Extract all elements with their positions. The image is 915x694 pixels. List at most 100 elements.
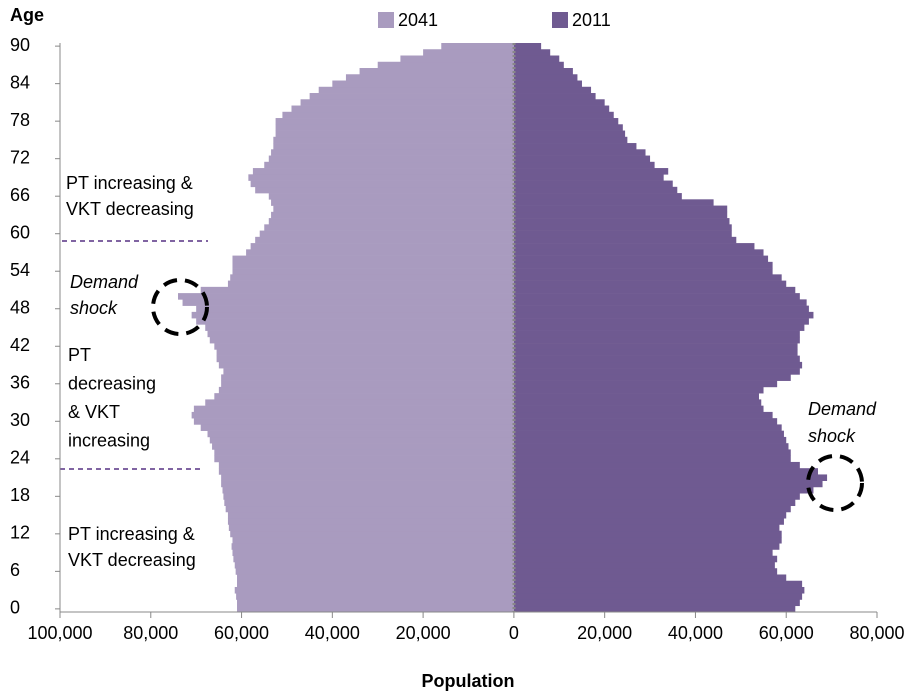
bar	[513, 111, 614, 119]
bar	[400, 55, 514, 63]
bar	[513, 543, 780, 550]
bar	[513, 343, 798, 350]
bar	[377, 61, 514, 69]
y-tick-label: 30	[10, 410, 30, 430]
bar	[214, 449, 514, 456]
bar	[255, 236, 514, 244]
y-tick-label: 24	[10, 448, 30, 468]
bar	[513, 286, 796, 294]
x-tick-label: 80,000	[849, 623, 904, 643]
y-tick-label: 48	[10, 297, 30, 317]
y-tick-label: 90	[10, 35, 30, 55]
bar	[513, 305, 809, 313]
bar	[236, 593, 514, 600]
bar	[218, 468, 514, 475]
bar	[227, 511, 514, 519]
x-tick-label: 20,000	[396, 623, 451, 643]
bar	[273, 143, 514, 150]
bar	[221, 374, 514, 381]
bar	[513, 443, 789, 450]
bar	[513, 561, 775, 569]
bar	[232, 255, 514, 263]
bar	[513, 293, 800, 300]
bar	[232, 549, 514, 557]
x-tick-label: 60,000	[214, 623, 269, 643]
bar	[513, 449, 791, 456]
bar	[271, 199, 514, 206]
bar	[513, 411, 773, 419]
legend-label: 2011	[572, 10, 611, 30]
bar	[193, 418, 514, 425]
bar	[513, 574, 787, 582]
bar	[205, 399, 514, 406]
bar	[178, 293, 514, 300]
bar	[246, 249, 514, 256]
bar	[273, 136, 514, 144]
bar	[513, 186, 678, 194]
x-tick-label: 60,000	[759, 623, 814, 643]
annotation: VKT decreasing	[68, 550, 196, 570]
bar	[275, 124, 514, 131]
annotation: PT increasing &	[66, 173, 193, 193]
bar	[513, 511, 787, 519]
bar	[223, 368, 514, 375]
bar	[513, 405, 764, 413]
y-tick-label: 12	[10, 523, 30, 543]
bar	[513, 324, 805, 331]
annotation: Demand	[808, 399, 877, 419]
bar	[513, 580, 803, 588]
bar	[513, 86, 592, 94]
bar	[332, 80, 514, 88]
bar	[207, 330, 514, 338]
bar	[513, 599, 800, 607]
bar	[223, 493, 514, 500]
bar	[275, 118, 514, 125]
bar	[513, 55, 560, 63]
bar	[225, 505, 514, 513]
bar	[513, 174, 664, 181]
bar	[513, 149, 646, 156]
bar	[273, 205, 514, 213]
bar	[513, 380, 778, 388]
bar	[513, 243, 755, 250]
bar	[513, 230, 732, 238]
bar	[207, 430, 514, 438]
bar	[513, 268, 773, 275]
bar	[309, 93, 514, 100]
y-tick-label: 60	[10, 222, 30, 242]
x-tick-label: 20,000	[577, 623, 632, 643]
y-tick-label: 6	[10, 560, 20, 580]
annotation: decreasing	[68, 373, 156, 393]
bar	[513, 318, 809, 325]
bar	[182, 299, 514, 306]
bar	[218, 386, 514, 394]
bar	[513, 455, 791, 463]
bar	[230, 274, 514, 281]
annotation: PT	[68, 345, 91, 365]
bar	[513, 468, 818, 475]
bar	[513, 605, 796, 613]
legend-label: 2041	[398, 10, 438, 30]
bar	[209, 436, 514, 444]
annotation: PT increasing &	[68, 524, 195, 544]
y-tick-label: 0	[10, 598, 20, 618]
bar	[252, 168, 514, 175]
shock-circle	[151, 278, 209, 336]
bar	[513, 555, 778, 563]
bar	[264, 161, 514, 169]
bar	[264, 224, 514, 231]
bar	[513, 330, 800, 338]
bar	[513, 336, 800, 344]
annotation: & VKT	[68, 402, 120, 422]
bar	[513, 311, 814, 319]
legend-swatch	[378, 12, 394, 28]
bar	[268, 155, 514, 163]
bar	[228, 524, 514, 532]
y-tick-label: 18	[10, 485, 30, 505]
bar	[513, 368, 800, 375]
bar	[513, 61, 564, 69]
bar	[214, 393, 514, 400]
bar	[234, 561, 514, 569]
bar	[513, 274, 782, 281]
